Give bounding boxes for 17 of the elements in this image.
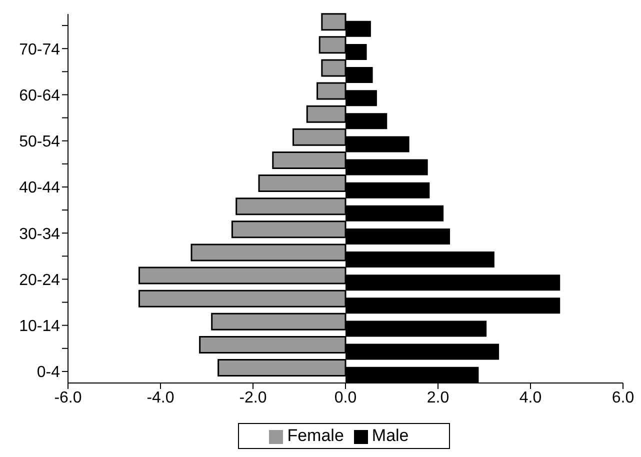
y-tick-label: 30-34 [19,226,60,243]
x-tick-label: 0.0 [334,389,357,406]
y-tick-label: 10-14 [19,318,60,336]
y-tick-label: 60-64 [19,87,60,104]
y-tick-label: 50-54 [19,134,60,151]
legend-label: Female [287,426,344,445]
x-tick-label: -2.0 [239,389,267,406]
legend-label: Male [372,426,409,445]
x-tick-label: 2.0 [426,389,450,406]
y-tick-label: 70-74 [19,41,60,58]
x-tick-label: -6.0 [54,389,82,406]
x-tick-label: 4.0 [519,389,542,406]
y-tick-label: 20-24 [19,272,60,289]
x-tick-label: 6.0 [612,389,634,406]
x-tick-label: -4.0 [146,389,174,406]
y-tick-label: 40-44 [19,180,60,197]
y-tick-label: 0-4 [36,364,60,382]
